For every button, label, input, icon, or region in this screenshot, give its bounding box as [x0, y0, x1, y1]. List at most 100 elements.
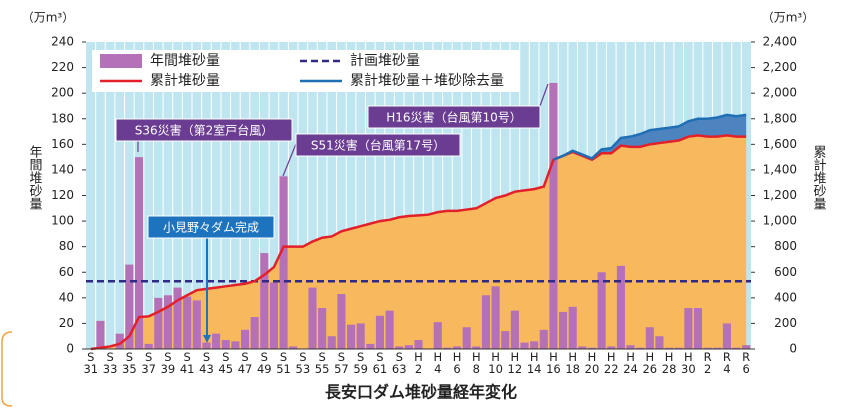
- annotation: 小見野々ダム完成: [163, 220, 259, 235]
- chart-title: 長安口ダム堆砂量経年変化: [325, 383, 517, 402]
- bar: [501, 331, 510, 349]
- x-tick-label: S 37: [141, 350, 156, 376]
- x-tick-label: R 4: [722, 350, 731, 376]
- bar: [366, 343, 375, 349]
- bar: [125, 264, 134, 349]
- x-tick-label: S 41: [179, 350, 195, 376]
- y2-tick-label: 1,600: [763, 137, 797, 151]
- bar: [453, 346, 462, 349]
- y-axis-title: 年間堆砂量: [27, 145, 43, 210]
- bar: [289, 346, 298, 349]
- bar: [202, 342, 211, 349]
- y-tick-label: 220: [51, 60, 74, 74]
- bar: [240, 329, 250, 349]
- y2-tick-label: 600: [774, 265, 797, 279]
- x-tick-label: H 20: [584, 350, 600, 376]
- bar: [404, 345, 413, 349]
- x-tick-label: S 61: [372, 350, 388, 376]
- y2-tick-label: 0: [789, 342, 797, 356]
- bar: [491, 286, 500, 349]
- bar: [154, 297, 163, 349]
- annotation-box: [115, 118, 293, 142]
- bar: [665, 347, 674, 349]
- bar: [279, 176, 288, 349]
- bar: [192, 300, 201, 349]
- x-tick-label: H 8: [471, 350, 481, 376]
- x-tick-label: H 22: [603, 350, 619, 376]
- y-tick-label: 20: [59, 316, 74, 330]
- y-tick-label: 140: [51, 162, 74, 176]
- x-tick-label: S 47: [237, 350, 253, 376]
- x-tick-label: S 33: [102, 350, 118, 376]
- annotation-arrowhead: [203, 335, 211, 343]
- bar: [636, 347, 645, 349]
- x-tick-label: S 39: [160, 350, 176, 376]
- annotation-pointer: [539, 83, 549, 107]
- bar: [414, 340, 423, 349]
- line: [552, 113, 747, 161]
- y2-tick-label: 1,000: [763, 214, 797, 228]
- line: [90, 134, 747, 351]
- x-tick-label: H 18: [565, 350, 580, 376]
- y-tick-label: 120: [51, 188, 74, 202]
- x-tick-label: S 51: [276, 350, 291, 376]
- legend-label: 年間堆砂量: [150, 53, 220, 69]
- bar: [481, 295, 491, 349]
- annotation-box: [295, 133, 461, 157]
- area: [90, 135, 747, 349]
- legend-label: 累計堆砂量＋堆砂除去量: [350, 73, 504, 89]
- y-tick-label: 180: [51, 111, 74, 125]
- bar: [221, 340, 230, 349]
- bar: [568, 306, 577, 349]
- bar: [346, 324, 356, 349]
- x-tick-label: S 45: [218, 350, 234, 376]
- x-tick-label: S 53: [295, 350, 311, 376]
- bar: [144, 343, 153, 349]
- bar: [134, 157, 144, 349]
- bar: [559, 311, 568, 349]
- bar: [443, 347, 452, 349]
- y-tick-label: 160: [51, 137, 74, 151]
- y-tick-label: 80: [59, 239, 74, 253]
- bar: [549, 82, 558, 349]
- bar: [375, 315, 384, 349]
- x-tick-label: R 6: [742, 350, 751, 376]
- bar: [674, 347, 683, 349]
- bar: [250, 317, 259, 349]
- bar: [530, 341, 539, 349]
- y2-tick-label: 2,200: [763, 60, 797, 74]
- bar: [713, 347, 722, 349]
- x-tick-label: S 49: [256, 350, 272, 376]
- bar: [693, 308, 703, 349]
- bar: [327, 336, 336, 349]
- bar: [732, 347, 741, 349]
- bar: [703, 347, 712, 349]
- bar: [655, 336, 664, 349]
- annotation-box: [147, 215, 275, 239]
- x-tick-label: H 30: [681, 350, 696, 376]
- bar: [173, 287, 182, 349]
- x-tick-label: S 55: [314, 350, 330, 376]
- bar: [472, 346, 481, 349]
- bar: [356, 323, 365, 349]
- bar: [433, 322, 442, 349]
- legend-box: [92, 50, 520, 92]
- bar: [212, 333, 221, 349]
- y-tick-label: 0: [66, 342, 74, 356]
- bar: [616, 265, 625, 349]
- x-tick-label: H 12: [507, 350, 523, 376]
- bar: [684, 308, 693, 349]
- bar: [626, 345, 635, 349]
- bar: [337, 293, 346, 349]
- bar: [462, 327, 471, 349]
- bar: [115, 333, 124, 349]
- x-tick-label: H 10: [488, 350, 503, 376]
- bar: [163, 295, 172, 349]
- x-tick-label: H 24: [623, 350, 638, 376]
- bar: [183, 296, 192, 349]
- bar: [395, 346, 404, 349]
- y-tick-label: 100: [51, 214, 74, 228]
- x-tick-label: S 57: [334, 350, 349, 376]
- x-tick-label: H 6: [452, 350, 462, 376]
